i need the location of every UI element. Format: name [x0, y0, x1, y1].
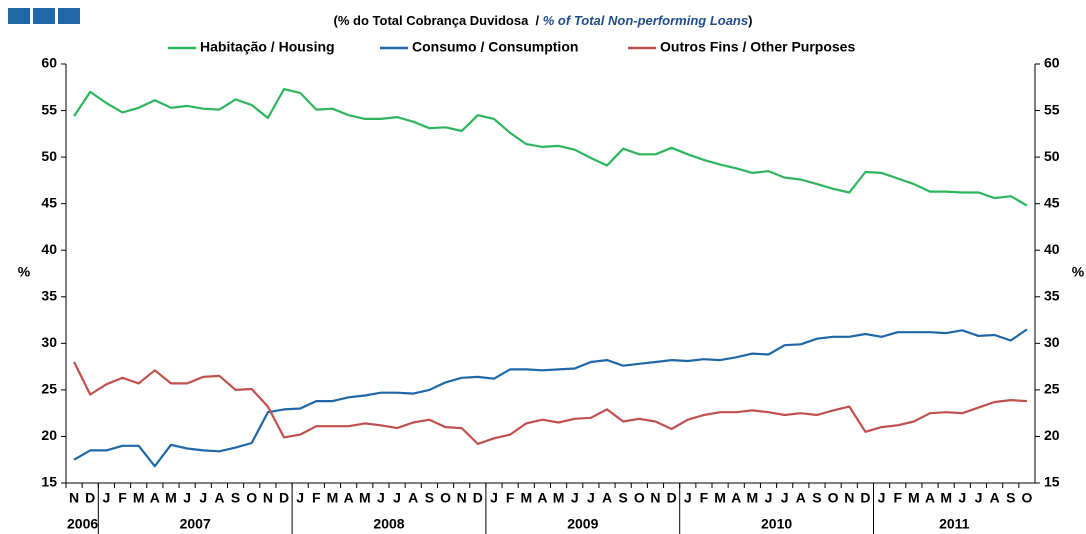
y2-tick-label: 35: [1044, 287, 1060, 303]
x-tick-label: J: [490, 490, 498, 506]
x-tick-label: J: [102, 490, 110, 506]
year-label: 2011: [939, 516, 970, 532]
x-tick-label: A: [408, 490, 418, 506]
x-tick-label: J: [878, 490, 886, 506]
x-tick-label: M: [908, 490, 920, 506]
logo-block: [8, 8, 30, 24]
y2-axis-label: %: [1072, 264, 1085, 280]
y-tick-label: 55: [41, 101, 57, 117]
x-tick-label: S: [812, 490, 821, 506]
x-tick-label: A: [796, 490, 806, 506]
x-tick-label: M: [133, 490, 145, 506]
y2-tick-label: 25: [1044, 381, 1060, 397]
year-label: 2010: [761, 516, 792, 532]
x-tick-label: A: [925, 490, 935, 506]
x-tick-label: F: [700, 490, 709, 506]
x-tick-label: D: [473, 490, 483, 506]
y2-tick-label: 20: [1044, 427, 1060, 443]
x-tick-label: J: [296, 490, 304, 506]
x-tick-label: M: [165, 490, 177, 506]
x-tick-label: A: [150, 490, 160, 506]
legend-label: Outros Fins / Other Purposes: [660, 39, 855, 55]
x-tick-label: M: [714, 490, 726, 506]
x-tick-label: N: [650, 490, 660, 506]
x-tick-label: D: [85, 490, 95, 506]
year-label: 2009: [567, 516, 598, 532]
y-tick-label: 25: [41, 381, 57, 397]
x-tick-label: F: [312, 490, 321, 506]
x-tick-label: O: [440, 490, 451, 506]
year-label: 2006: [67, 516, 98, 532]
logo-block: [58, 8, 80, 24]
x-tick-label: A: [537, 490, 547, 506]
x-tick-label: A: [602, 490, 612, 506]
series-line: [73, 87, 1028, 207]
y2-tick-label: 40: [1044, 241, 1060, 257]
x-tick-label: M: [940, 490, 952, 506]
x-tick-label: N: [69, 490, 79, 506]
x-tick-label: J: [393, 490, 401, 506]
y-axis-label: %: [18, 264, 31, 280]
legend-label: Consumo / Consumption: [412, 39, 578, 55]
x-tick-label: F: [893, 490, 902, 506]
x-tick-label: D: [860, 490, 870, 506]
x-tick-label: J: [183, 490, 191, 506]
x-tick-label: O: [246, 490, 257, 506]
y2-tick-label: 50: [1044, 148, 1060, 164]
x-tick-label: J: [587, 490, 595, 506]
y-tick-label: 45: [41, 194, 57, 210]
x-tick-label: J: [377, 490, 385, 506]
x-tick-label: D: [667, 490, 677, 506]
x-tick-label: A: [214, 490, 224, 506]
x-tick-label: J: [975, 490, 983, 506]
y2-tick-label: 55: [1044, 101, 1060, 117]
y2-tick-label: 45: [1044, 194, 1060, 210]
y-tick-label: 35: [41, 287, 57, 303]
x-tick-label: N: [457, 490, 467, 506]
y2-tick-label: 30: [1044, 334, 1060, 350]
y-tick-label: 40: [41, 241, 57, 257]
y2-tick-label: 60: [1044, 55, 1060, 71]
x-tick-label: J: [199, 490, 207, 506]
logo-block: [33, 8, 55, 24]
x-tick-label: M: [359, 490, 371, 506]
x-tick-label: M: [520, 490, 532, 506]
x-tick-label: S: [425, 490, 434, 506]
year-label: 2008: [373, 516, 404, 532]
x-tick-label: F: [506, 490, 515, 506]
x-tick-label: O: [1021, 490, 1032, 506]
x-tick-label: J: [765, 490, 773, 506]
x-tick-label: S: [1006, 490, 1015, 506]
x-tick-label: S: [619, 490, 628, 506]
year-label: 2007: [180, 516, 211, 532]
x-tick-label: A: [731, 490, 741, 506]
y-tick-label: 60: [41, 55, 57, 71]
x-tick-label: A: [344, 490, 354, 506]
y-tick-label: 50: [41, 148, 57, 164]
x-tick-label: J: [684, 490, 692, 506]
x-tick-label: M: [327, 490, 339, 506]
x-tick-label: J: [781, 490, 789, 506]
legend-label: Habitação / Housing: [200, 39, 335, 55]
x-tick-label: J: [571, 490, 579, 506]
x-tick-label: N: [844, 490, 854, 506]
y-tick-label: 20: [41, 427, 57, 443]
x-tick-label: F: [118, 490, 127, 506]
series-line: [73, 328, 1028, 468]
y2-tick-label: 15: [1044, 474, 1060, 490]
x-tick-label: O: [828, 490, 839, 506]
x-tick-label: D: [279, 490, 289, 506]
x-tick-label: A: [990, 490, 1000, 506]
chart-subtitle: (% do Total Cobrança Duvidosa / % of Tot…: [334, 13, 753, 28]
x-tick-label: O: [634, 490, 645, 506]
series-line: [73, 361, 1027, 445]
x-tick-label: N: [263, 490, 273, 506]
x-tick-label: J: [958, 490, 966, 506]
y-tick-label: 30: [41, 334, 57, 350]
x-tick-label: S: [231, 490, 240, 506]
x-tick-label: M: [553, 490, 565, 506]
x-tick-label: M: [747, 490, 759, 506]
y-tick-label: 15: [41, 474, 57, 490]
